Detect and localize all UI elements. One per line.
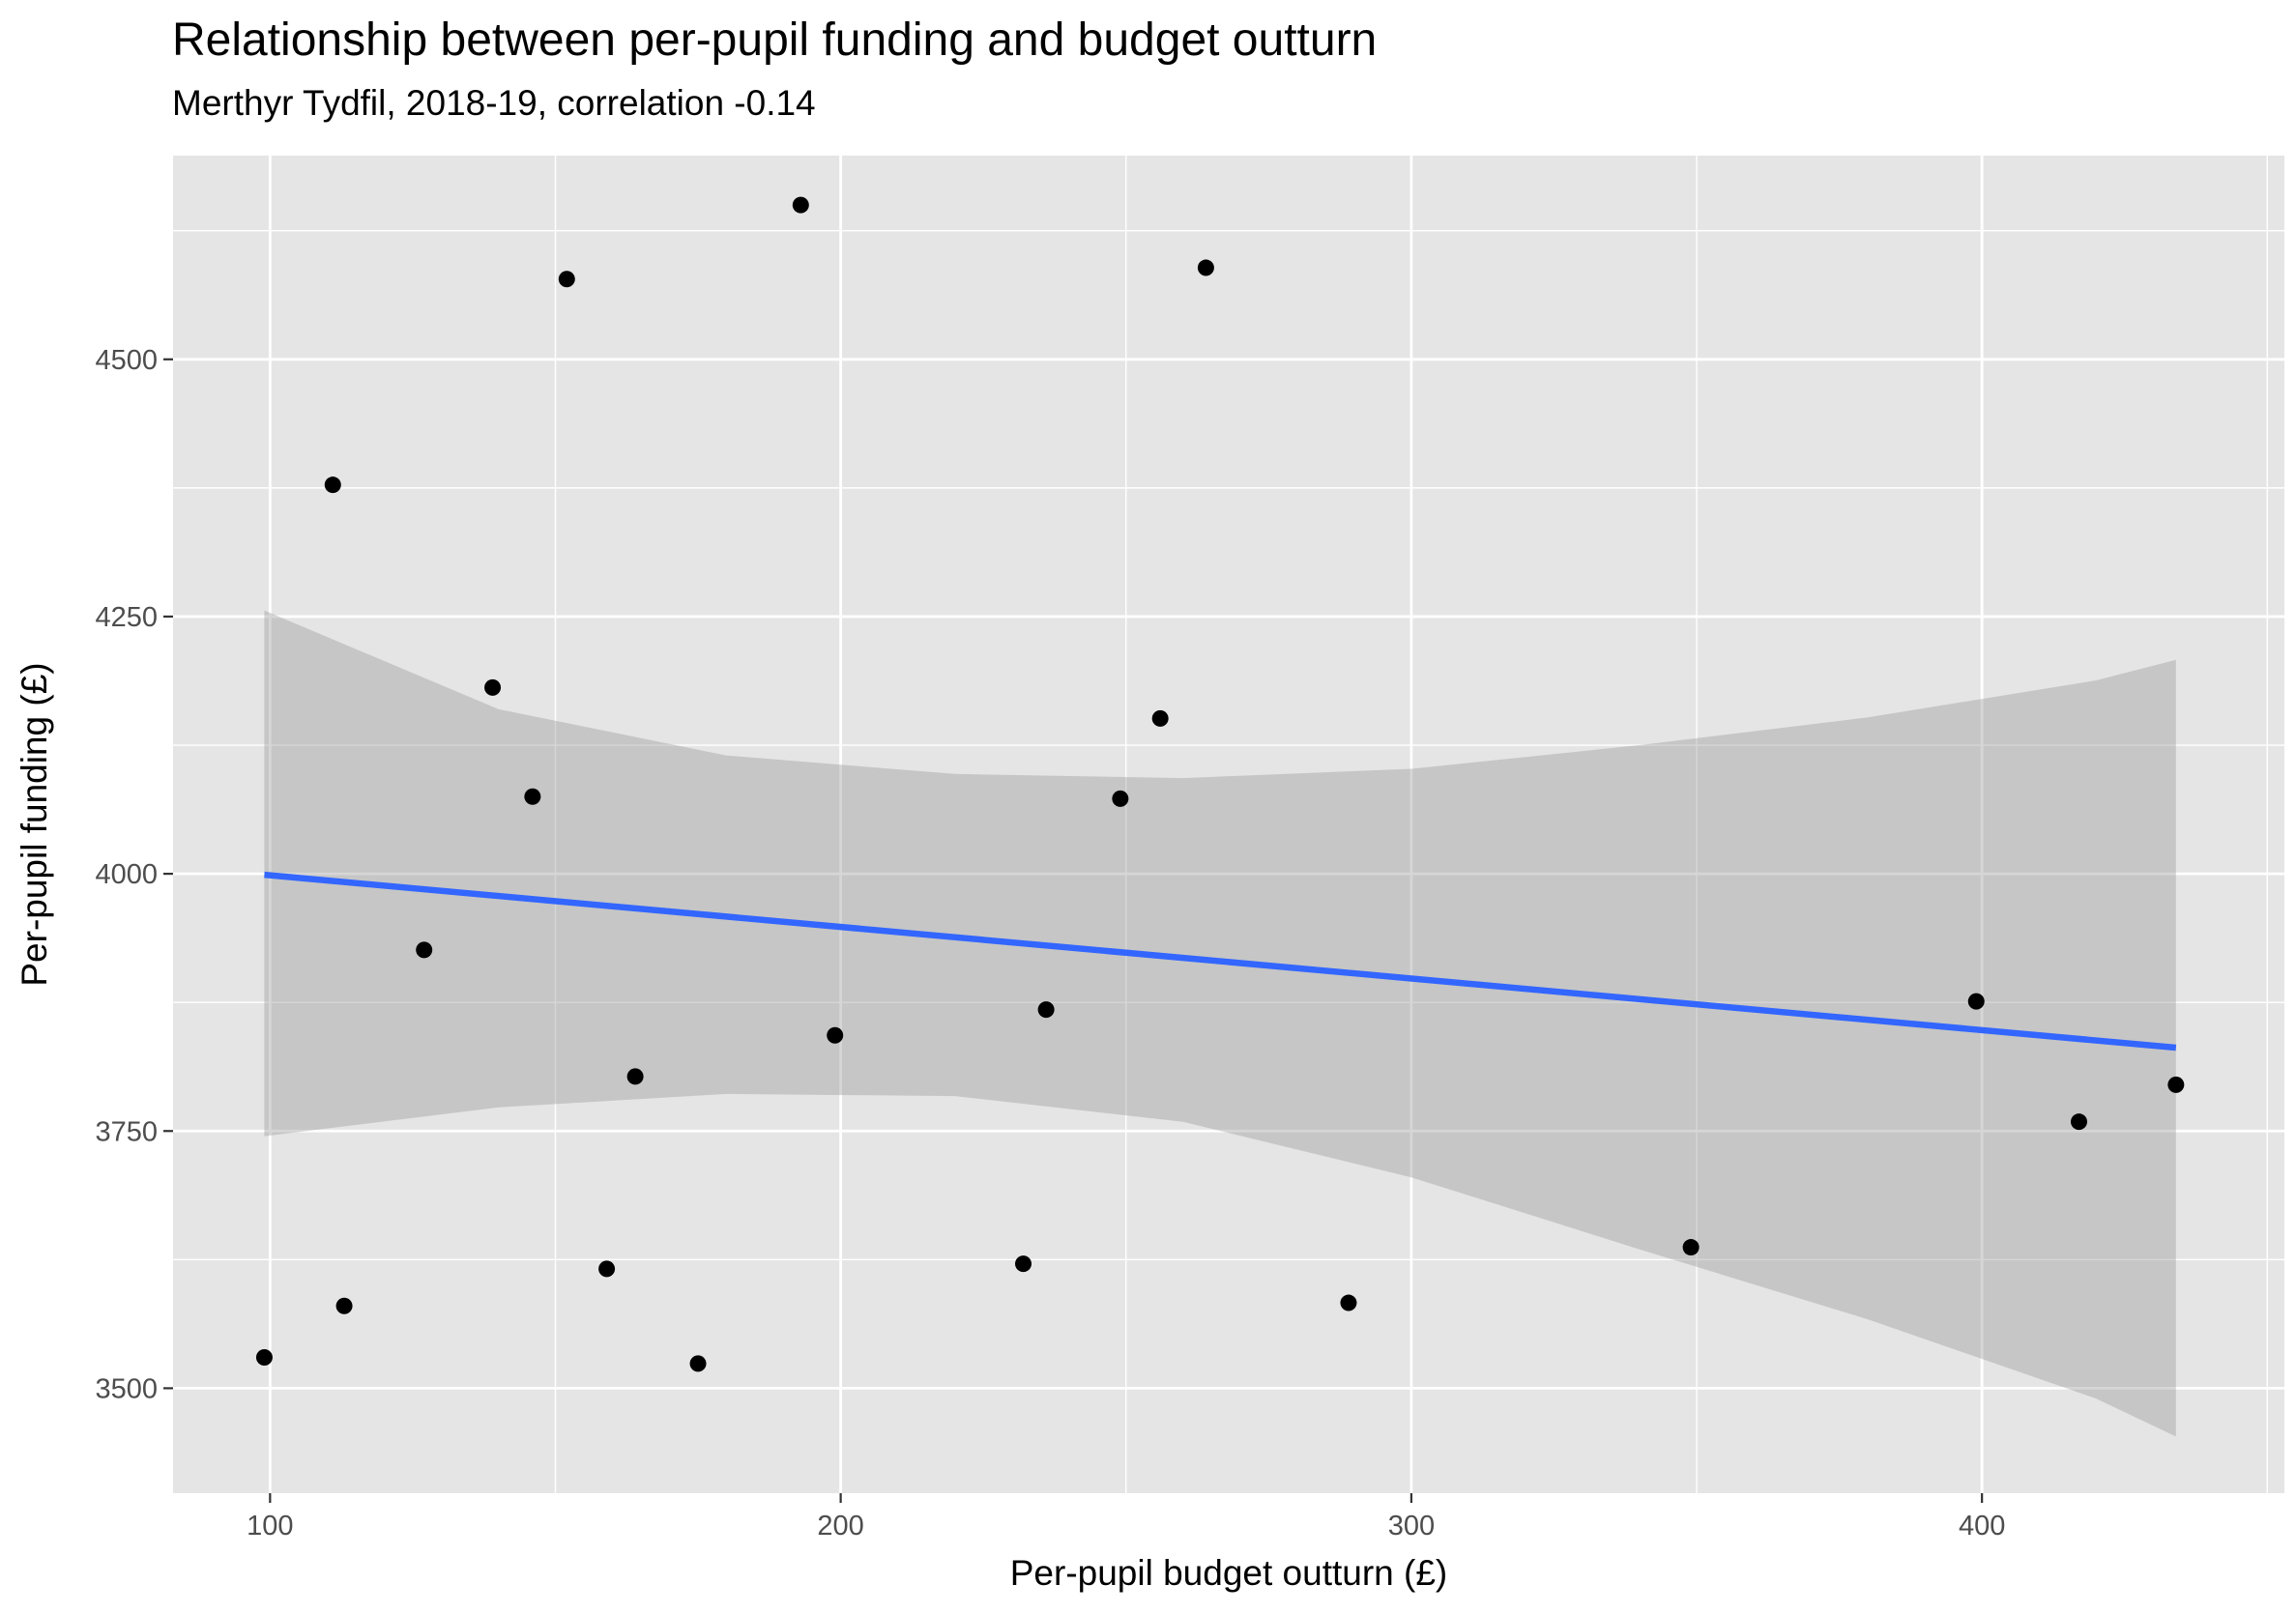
x-axis: 100 200 300 400	[247, 1493, 2005, 1542]
minor-gridlines	[173, 156, 2284, 1493]
data-point	[324, 476, 341, 494]
x-tick-label: 300	[1388, 1511, 1435, 1542]
data-point	[558, 271, 575, 288]
data-point	[2071, 1113, 2088, 1131]
data-point	[1682, 1239, 1700, 1256]
confidence-band	[264, 610, 2176, 1437]
confidence-band-layer	[264, 610, 2176, 1437]
data-point	[792, 196, 809, 214]
data-point	[626, 1068, 644, 1085]
data-points	[255, 196, 2185, 1372]
x-tick-label: 100	[247, 1511, 293, 1542]
data-point	[1340, 1294, 1357, 1311]
data-point	[1151, 709, 1169, 727]
data-point	[827, 1026, 844, 1044]
data-point	[1037, 1001, 1055, 1019]
data-point	[416, 941, 433, 959]
plot-panel	[173, 156, 2284, 1493]
data-point	[1112, 790, 1129, 807]
y-tick-label: 4500	[95, 345, 158, 376]
y-axis: 3500 3750 4000 4250 4500	[95, 345, 173, 1404]
data-point	[255, 1348, 273, 1366]
data-point	[524, 788, 541, 805]
data-point	[484, 678, 502, 696]
data-point	[1015, 1255, 1032, 1273]
trend-line	[264, 871, 2177, 1052]
major-gridlines	[173, 156, 2284, 1493]
chart-title: Relationship between per-pupil funding a…	[172, 14, 1378, 66]
data-point	[1967, 993, 1985, 1010]
data-point	[335, 1297, 353, 1314]
data-point	[689, 1355, 707, 1372]
trend-line-layer	[264, 871, 2177, 1052]
x-tick-label: 200	[817, 1511, 863, 1542]
y-tick-label: 3500	[95, 1373, 158, 1404]
y-tick-label: 4000	[95, 859, 158, 890]
y-tick-label: 3750	[95, 1116, 158, 1147]
x-tick-label: 400	[1959, 1511, 2005, 1542]
y-tick-label: 4250	[95, 602, 158, 633]
x-axis-title: Per-pupil budget outturn (£)	[1010, 1553, 1448, 1593]
data-point	[598, 1260, 616, 1278]
chart-subtitle: Merthyr Tydfil, 2018-19, correlation -0.…	[172, 83, 816, 123]
data-point	[1197, 259, 1214, 276]
y-axis-title: Per-pupil funding (£)	[15, 662, 54, 986]
data-point	[2167, 1076, 2185, 1093]
